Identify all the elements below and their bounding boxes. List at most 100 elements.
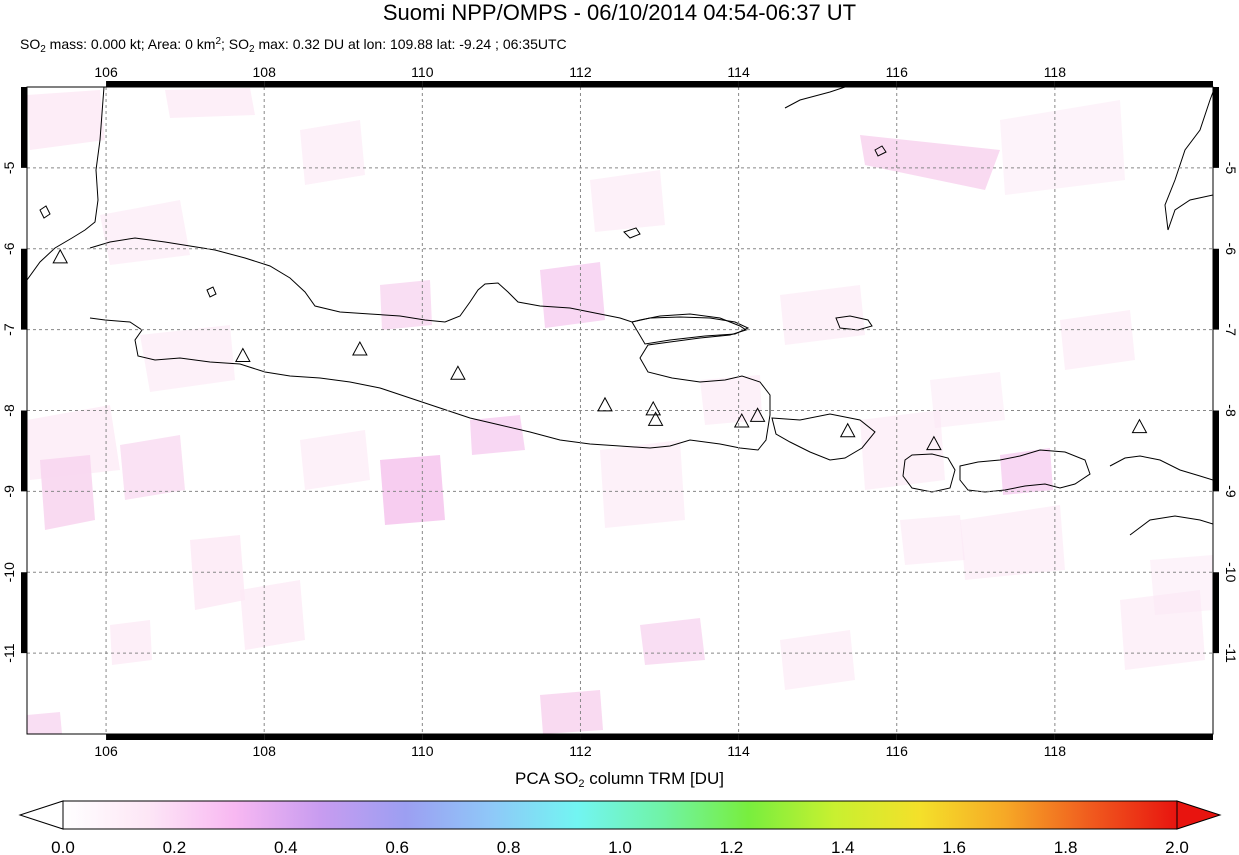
frame-bar-bottom (738, 734, 897, 740)
so2-summary: SO2 mass: 0.000 kt; Area: 0 km2; SO2 max… (20, 35, 567, 55)
frame-bar-bottom (896, 734, 1055, 740)
sumba-coast (1129, 515, 1213, 536)
colorbar-title-rest: column TRM [DU] (584, 769, 724, 788)
lat-tick-left: -11 (1, 643, 17, 662)
lon-tick-bottom: 106 (94, 743, 118, 759)
lat-tick-left: -10 (1, 562, 17, 582)
volcano-icon (235, 347, 251, 363)
volcano-icon (733, 412, 750, 428)
map-title: Suomi NPP/OMPS - 06/10/2014 04:54-06:37 … (382, 0, 857, 25)
lon-tick-bottom: 118 (1044, 743, 1067, 759)
frame-bar-bottom (1054, 734, 1213, 740)
volcano-icon (352, 340, 368, 356)
volcano-icon (1131, 418, 1148, 434)
lat-tick-right: -11 (1223, 644, 1239, 663)
volcano-markers (52, 248, 1148, 451)
frame-bar-top (264, 81, 423, 87)
colorbar-tick-label: 0.8 (497, 838, 521, 855)
colorbar-gradient (62, 800, 1178, 830)
so2-subscript-2: 2 (249, 44, 255, 55)
lat-tick-right: -10 (1223, 562, 1239, 582)
frame-bar-right (1213, 410, 1219, 492)
colorbar-title: PCA SO2 column TRM [DU] (0, 768, 1239, 790)
lon-tick-top: 112 (569, 64, 592, 80)
lat-tick-left: -7 (1, 323, 17, 336)
so2-pixels (27, 88, 1213, 734)
lon-tick-bottom: 114 (727, 743, 750, 759)
lon-tick-bottom: 108 (253, 743, 277, 759)
colorbar-tick-label: 0.0 (51, 838, 75, 855)
area-superscript: 2 (215, 36, 221, 47)
colorbar-tick-label: 0.4 (274, 838, 298, 855)
colorbar-ticks: 0.0 0.2 0.4 0.6 0.8 1.0 1.2 1.4 1.6 1.8 2.0 (51, 838, 1189, 855)
bali-coast (771, 413, 876, 461)
frame-bar-top (422, 81, 581, 87)
volcano-icon (597, 396, 613, 412)
flores-coast (1109, 455, 1213, 481)
frame-bar-bottom (264, 734, 423, 740)
so2-mass-text: mass: 0.000 kt; Area: 0 km (45, 36, 216, 52)
frame-bar-left (21, 410, 27, 492)
lon-tick-bottom: 116 (886, 743, 909, 759)
lat-tick-right: -9 (1223, 485, 1239, 498)
colorbar-tick-label: 1.8 (1054, 838, 1078, 855)
so2-max-text: max: 0.32 DU at lon: 109.88 lat: -9.24 ;… (254, 36, 567, 52)
frame-bar-right (1213, 248, 1219, 330)
colorbar-title-main: PCA SO (515, 769, 579, 788)
borneo-coast (784, 87, 846, 109)
sumbawa-coast (959, 449, 1091, 493)
so2-separator: ; SO (221, 36, 250, 52)
frame-bar-top (580, 81, 739, 87)
volcano-icon (450, 365, 466, 380)
frame-bar-left (21, 572, 27, 654)
frame-bar-left (21, 87, 27, 168)
lon-tick-bottom: 112 (569, 743, 592, 759)
frame-bar-bottom (422, 734, 581, 740)
lon-tick-bottom: 110 (411, 743, 434, 759)
karimunjawa (623, 227, 641, 239)
volcano-icon (926, 435, 942, 451)
map-frame-bars (21, 81, 1219, 740)
madura-coast (631, 316, 750, 345)
bawean (874, 145, 887, 157)
sulawesi-coast (1164, 91, 1213, 231)
volcano-icon (52, 248, 69, 264)
lat-tick-right: -8 (1223, 404, 1239, 417)
frame-bar-top (1054, 81, 1213, 87)
lat-tick-right: -5 (1223, 162, 1239, 175)
west-islet (206, 286, 217, 298)
volcano-icon (647, 411, 664, 426)
lat-tick-left: -9 (1, 485, 17, 498)
lon-tick-top: 106 (94, 64, 118, 80)
frame-bar-top (738, 81, 897, 87)
colorbar-tick-label: 1.0 (608, 838, 632, 855)
lombok-coast (902, 453, 956, 493)
so2-label: SO (20, 36, 41, 52)
coastlines (27, 87, 1213, 536)
frame-bar-right (1213, 572, 1219, 654)
lat-tick-left: -6 (1, 242, 17, 255)
frame-bar-bottom (580, 734, 739, 740)
lat-tick-right: -6 (1223, 243, 1239, 256)
volcano-icon (645, 400, 662, 416)
colorbar-tick-label: 1.2 (720, 838, 744, 855)
lat-tick-left: -8 (1, 404, 17, 417)
colorbar-under-arrow (18, 800, 64, 830)
lon-tick-top: 108 (253, 64, 277, 80)
colorbar-tick-label: 1.6 (942, 838, 966, 855)
java-coast (89, 237, 771, 451)
sunda-islet (39, 205, 51, 219)
colorbar-over-arrow (1176, 800, 1222, 830)
sumatra-coast (27, 87, 105, 281)
colorbar-tick-label: 0.2 (163, 838, 187, 855)
kangean-coast (835, 315, 873, 331)
colorbar-tick-label: 1.4 (831, 838, 855, 855)
frame-bar-top (106, 81, 265, 87)
lon-tick-top: 114 (727, 64, 750, 80)
frame-bar-top (896, 81, 1055, 87)
lat-tick-right: -7 (1223, 323, 1239, 336)
colorbar-tick-label: 0.6 (385, 838, 409, 855)
lat-tick-left: -5 (1, 161, 17, 174)
volcano-icon (749, 407, 766, 422)
